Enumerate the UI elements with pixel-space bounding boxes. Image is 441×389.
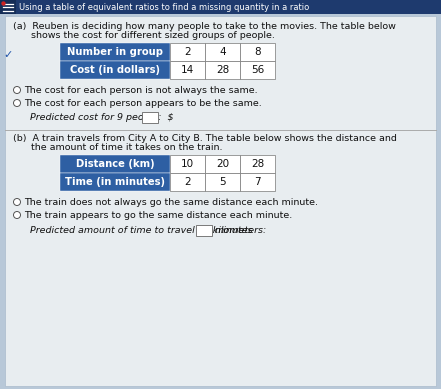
FancyBboxPatch shape bbox=[205, 173, 240, 191]
Text: Using a table of equivalent ratios to find a missing quantity in a ratio: Using a table of equivalent ratios to fi… bbox=[19, 3, 309, 12]
Text: Time (in minutes): Time (in minutes) bbox=[65, 177, 165, 187]
FancyBboxPatch shape bbox=[240, 43, 275, 61]
FancyBboxPatch shape bbox=[205, 61, 240, 79]
FancyBboxPatch shape bbox=[60, 61, 170, 79]
Text: The cost for each person is not always the same.: The cost for each person is not always t… bbox=[24, 86, 258, 95]
Text: Predicted amount of time to travel 32 kilometers:: Predicted amount of time to travel 32 ki… bbox=[30, 226, 266, 235]
Text: 5: 5 bbox=[219, 177, 226, 187]
FancyBboxPatch shape bbox=[240, 173, 275, 191]
Text: ✓: ✓ bbox=[3, 50, 12, 60]
Text: shows the cost for different sized groups of people.: shows the cost for different sized group… bbox=[13, 31, 275, 40]
Text: 10: 10 bbox=[181, 159, 194, 169]
Text: Cost (in dollars): Cost (in dollars) bbox=[70, 65, 160, 75]
Circle shape bbox=[14, 86, 20, 93]
FancyBboxPatch shape bbox=[60, 155, 170, 173]
Text: The train appears to go the same distance each minute.: The train appears to go the same distanc… bbox=[24, 210, 292, 219]
FancyBboxPatch shape bbox=[196, 225, 212, 236]
FancyBboxPatch shape bbox=[60, 173, 170, 191]
Text: The train does not always go the same distance each minute.: The train does not always go the same di… bbox=[24, 198, 318, 207]
FancyBboxPatch shape bbox=[170, 173, 205, 191]
Text: Distance (km): Distance (km) bbox=[76, 159, 154, 169]
Text: 7: 7 bbox=[254, 177, 261, 187]
FancyBboxPatch shape bbox=[142, 112, 158, 123]
FancyBboxPatch shape bbox=[170, 155, 205, 173]
Text: 28: 28 bbox=[216, 65, 229, 75]
Text: 2: 2 bbox=[184, 177, 191, 187]
FancyBboxPatch shape bbox=[170, 61, 205, 79]
Text: (a)  Reuben is deciding how many people to take to the movies. The table below: (a) Reuben is deciding how many people t… bbox=[13, 22, 396, 31]
Text: 14: 14 bbox=[181, 65, 194, 75]
FancyBboxPatch shape bbox=[0, 0, 16, 14]
Text: Number in group: Number in group bbox=[67, 47, 163, 57]
FancyBboxPatch shape bbox=[60, 43, 170, 61]
Text: (b)  A train travels from City A to City B. The table below shows the distance a: (b) A train travels from City A to City … bbox=[13, 134, 397, 143]
Text: 28: 28 bbox=[251, 159, 264, 169]
Text: 8: 8 bbox=[254, 47, 261, 57]
FancyBboxPatch shape bbox=[205, 155, 240, 173]
Circle shape bbox=[14, 212, 20, 219]
Text: minutes: minutes bbox=[215, 226, 254, 235]
Text: 4: 4 bbox=[219, 47, 226, 57]
FancyBboxPatch shape bbox=[170, 43, 205, 61]
FancyBboxPatch shape bbox=[5, 16, 436, 386]
FancyBboxPatch shape bbox=[240, 155, 275, 173]
FancyBboxPatch shape bbox=[0, 0, 441, 14]
FancyBboxPatch shape bbox=[205, 43, 240, 61]
Text: the amount of time it takes on the train.: the amount of time it takes on the train… bbox=[13, 143, 223, 152]
Circle shape bbox=[14, 198, 20, 205]
Text: 2: 2 bbox=[184, 47, 191, 57]
Text: Predicted cost for 9 people:  $: Predicted cost for 9 people: $ bbox=[30, 112, 173, 121]
Text: The cost for each person appears to be the same.: The cost for each person appears to be t… bbox=[24, 98, 262, 107]
Circle shape bbox=[14, 100, 20, 107]
FancyBboxPatch shape bbox=[240, 61, 275, 79]
Circle shape bbox=[1, 1, 6, 6]
Text: 20: 20 bbox=[216, 159, 229, 169]
Text: 56: 56 bbox=[251, 65, 264, 75]
